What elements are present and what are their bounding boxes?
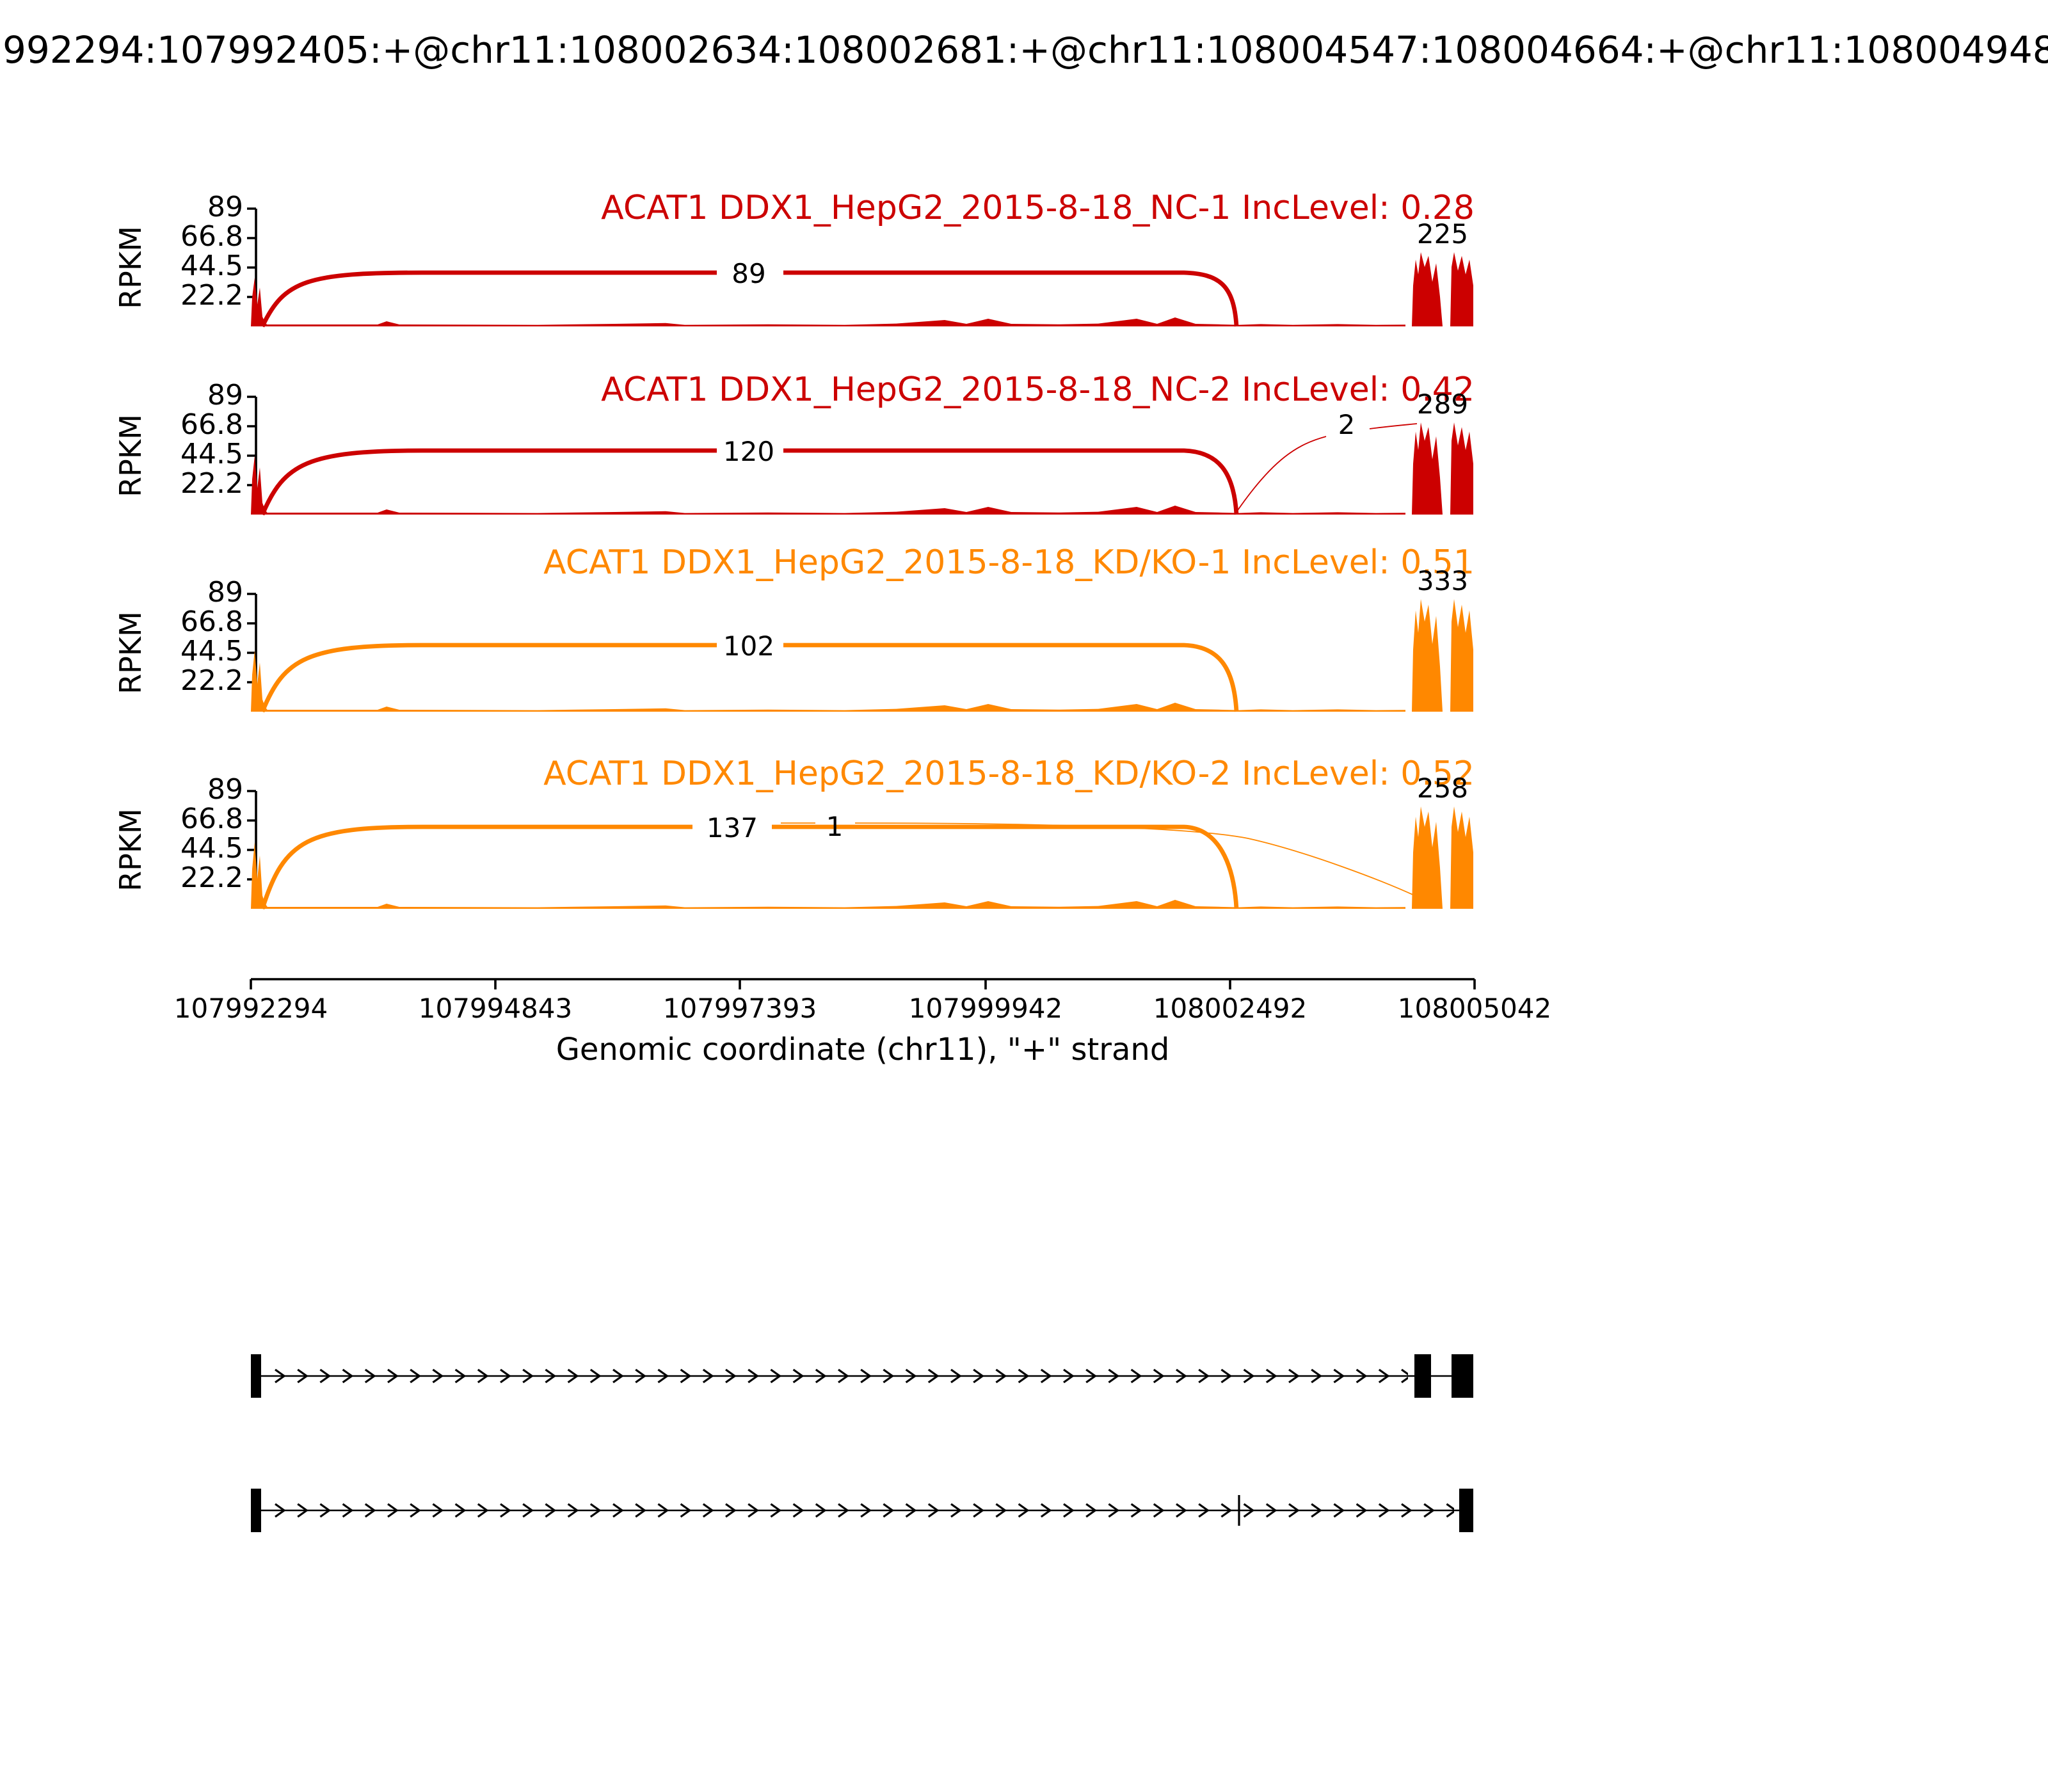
track-1-graphics bbox=[247, 207, 1473, 328]
track-3-junction-arc bbox=[260, 643, 1239, 713]
y-tick-label: 44.5 bbox=[180, 833, 243, 865]
track-4-exon-read-count: 258 bbox=[1416, 773, 1469, 804]
x-tick-label: 107992294 bbox=[173, 993, 328, 1024]
y-tick-label: 22.2 bbox=[180, 280, 243, 312]
y-tick-label: 66.8 bbox=[180, 607, 243, 639]
transcript-1-last-exon bbox=[1452, 1354, 1473, 1398]
track-1-exon-coverage-peaks bbox=[1412, 252, 1473, 326]
track-3-y-axis-label: RPKM bbox=[115, 611, 148, 694]
x-tick-label: 108005042 bbox=[1397, 993, 1552, 1024]
track-1-junction-count: 89 bbox=[732, 259, 766, 289]
y-tick-label: 22.2 bbox=[180, 863, 243, 895]
y-tick-label: 44.5 bbox=[180, 636, 243, 668]
track-1-exon-read-count: 225 bbox=[1416, 219, 1469, 250]
track-4-exon-coverage-peaks bbox=[1412, 806, 1473, 909]
track-4-y-axis bbox=[247, 790, 257, 909]
y-tick-label: 44.5 bbox=[180, 439, 243, 471]
track-1-title: ACAT1 DDX1_HepG2_2015-8-18_NC-1 IncLevel… bbox=[601, 189, 1475, 228]
track-4-minor-junction-count: 1 bbox=[826, 812, 844, 842]
x-tick-label: 108002492 bbox=[1153, 993, 1308, 1024]
x-axis-line bbox=[250, 978, 1476, 989]
transcript-2-strand-arrows bbox=[271, 1501, 1454, 1519]
track-2-graphics bbox=[247, 396, 1473, 516]
track-1-y-axis bbox=[247, 207, 257, 326]
track-4-junction-arc bbox=[260, 824, 1239, 910]
track-3-exon-coverage-peaks bbox=[1412, 599, 1473, 712]
track-1-y-axis-label: RPKM bbox=[115, 226, 148, 309]
transcript-1-strand-arrows bbox=[271, 1367, 1408, 1385]
y-tick-label: 89 bbox=[207, 577, 243, 609]
transcript-2 bbox=[251, 1489, 1473, 1532]
track-4-y-axis-label: RPKM bbox=[115, 808, 148, 892]
track-2-exon-read-count: 289 bbox=[1416, 389, 1469, 420]
track-4-graphics bbox=[247, 790, 1473, 910]
transcript-2-last-exon bbox=[1459, 1489, 1473, 1532]
y-tick-label: 22.2 bbox=[180, 666, 243, 698]
x-axis-title: Genomic coordinate (chr11), "+" strand bbox=[556, 1032, 1170, 1068]
track-3-y-axis bbox=[247, 593, 257, 712]
track-1-junction-arc bbox=[260, 270, 1239, 328]
transcript-2-first-exon bbox=[251, 1489, 261, 1532]
y-tick-label: 66.8 bbox=[180, 804, 243, 836]
track-4-junction-count: 137 bbox=[706, 813, 758, 844]
track-3-junction-count: 102 bbox=[723, 631, 775, 662]
track-2-minor-junction-count: 2 bbox=[1338, 410, 1356, 440]
track-2-minor-junction-arc bbox=[1236, 423, 1418, 513]
track-2-junction-arc bbox=[260, 448, 1239, 516]
track-3-title: ACAT1 DDX1_HepG2_2015-8-18_KD/KO-1 IncLe… bbox=[543, 544, 1475, 582]
track-3-graphics bbox=[247, 593, 1473, 713]
x-tick-label: 107999942 bbox=[908, 993, 1063, 1024]
y-tick-label: 22.2 bbox=[180, 468, 243, 500]
track-4-minor-junction-arc bbox=[781, 822, 1416, 897]
track-2-exon-coverage-peaks bbox=[1412, 422, 1473, 515]
y-tick-label: 66.8 bbox=[180, 410, 243, 442]
y-tick-label: 89 bbox=[207, 380, 243, 412]
transcript-1 bbox=[251, 1354, 1473, 1398]
track-2-junction-count: 120 bbox=[723, 436, 775, 467]
y-tick-label: 44.5 bbox=[180, 251, 243, 283]
track-3-exon-read-count: 333 bbox=[1416, 566, 1469, 596]
track-2-title: ACAT1 DDX1_HepG2_2015-8-18_NC-2 IncLevel… bbox=[601, 371, 1475, 410]
x-axis bbox=[250, 978, 1476, 989]
track-4-title: ACAT1 DDX1_HepG2_2015-8-18_KD/KO-2 IncLe… bbox=[543, 755, 1475, 794]
x-tick-label: 107997393 bbox=[662, 993, 817, 1024]
y-tick-label: 89 bbox=[207, 192, 243, 224]
y-tick-label: 89 bbox=[207, 774, 243, 806]
plot-title: 992294:107992405:+@chr11:108002634:10800… bbox=[3, 28, 2048, 72]
y-tick-label: 66.8 bbox=[180, 221, 243, 253]
x-tick-label: 107994843 bbox=[418, 993, 573, 1024]
transcript-1-alt-exon bbox=[1414, 1354, 1431, 1398]
transcript-1-first-exon bbox=[251, 1354, 261, 1398]
track-2-y-axis bbox=[247, 396, 257, 515]
track-2-y-axis-label: RPKM bbox=[115, 414, 148, 497]
